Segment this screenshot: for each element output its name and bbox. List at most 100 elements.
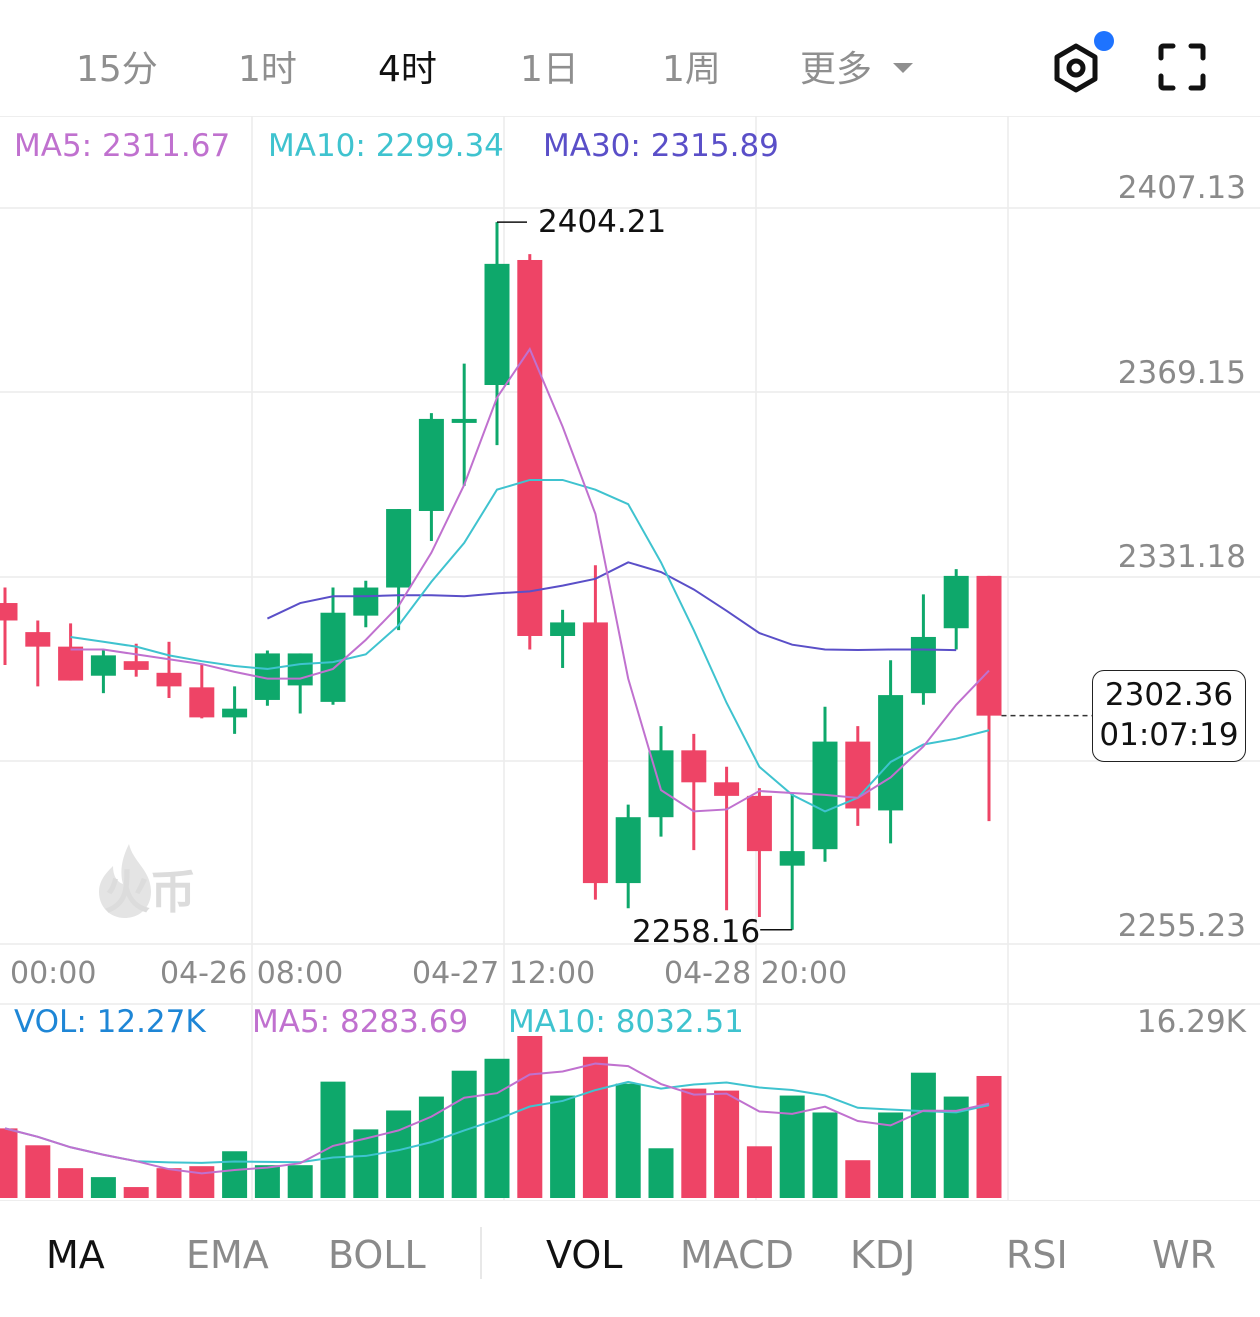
volume-bar — [615, 1083, 641, 1198]
candle-body — [222, 708, 248, 718]
candle-body — [25, 632, 51, 647]
volume-bar — [812, 1112, 838, 1198]
tab-kdj[interactable]: KDJ — [850, 1233, 916, 1277]
ma10-legend: MA10: 2299.34 — [268, 128, 504, 164]
timeframe-1w-tab[interactable]: 1周 — [662, 49, 721, 90]
volume-bar — [976, 1075, 1002, 1198]
volume-bar — [58, 1168, 84, 1198]
candle-body — [517, 259, 543, 636]
candle-body — [320, 612, 346, 702]
current-price: 2302.36 — [1104, 677, 1234, 713]
candle-body — [0, 603, 18, 621]
volume-bar — [648, 1148, 674, 1198]
volume-bar — [845, 1160, 871, 1198]
price-axis-label: 2255.23 — [1117, 908, 1246, 944]
time-axis-label: 00:00 — [10, 956, 97, 991]
price-axis-label: 2407.13 — [1117, 170, 1246, 206]
volume-bar — [681, 1088, 707, 1198]
candle-body — [123, 661, 149, 670]
time-axis-label: 04-28 20:00 — [664, 956, 848, 991]
candle-body — [90, 655, 116, 676]
current-price-box: 2302.36 01:07:19 — [1092, 670, 1246, 762]
candle-body — [746, 795, 772, 852]
timeframe-bar: 15分 1时 4时 1日 1周 更多 — [0, 0, 1260, 117]
timeframe-4h-tab[interactable]: 4时 — [378, 49, 437, 90]
ma30-legend: MA30: 2315.89 — [543, 128, 779, 164]
fullscreen-icon[interactable] — [1157, 42, 1207, 92]
tab-wr[interactable]: WR — [1152, 1233, 1216, 1277]
volume-bar — [910, 1072, 936, 1198]
volume-bar — [943, 1096, 969, 1198]
time-axis-label: 04-27 12:00 — [412, 956, 596, 991]
volume-ma10-legend: MA10: 8032.51 — [508, 1004, 744, 1040]
tab-divider — [480, 1227, 482, 1279]
time-axis-label: 04-26 08:00 — [160, 956, 344, 991]
volume-bar — [714, 1090, 740, 1198]
candle-body — [779, 851, 805, 866]
candle-body — [189, 687, 215, 718]
candle-body — [156, 672, 182, 687]
candle-body — [943, 575, 969, 629]
timeframe-15m-tab[interactable]: 15分 — [76, 49, 158, 90]
volume-bar — [254, 1165, 280, 1198]
tab-ma[interactable]: MA — [46, 1233, 105, 1277]
candle-body — [714, 782, 740, 796]
candle-countdown: 01:07:19 — [1099, 717, 1239, 753]
volume-bar — [484, 1058, 510, 1198]
volume-bar — [878, 1112, 904, 1198]
candle-body — [681, 750, 707, 783]
volume-bar — [517, 1036, 543, 1198]
timeframe-1d-tab[interactable]: 1日 — [520, 49, 579, 90]
ma30-line — [266, 561, 957, 652]
volume-ma5-legend: MA5: 8283.69 — [252, 1004, 469, 1040]
candle-body — [287, 653, 313, 686]
kline-chart[interactable] — [0, 0, 1260, 1200]
candle-body — [582, 622, 608, 884]
candle-body — [353, 587, 379, 616]
volume-bar — [189, 1166, 215, 1198]
flame-logo-icon — [99, 844, 151, 918]
volume-bar — [90, 1177, 116, 1198]
volume-bar — [222, 1151, 248, 1198]
notification-dot — [1094, 31, 1114, 51]
timeframe-more-dropdown[interactable]: 更多 — [800, 49, 873, 90]
tab-ema[interactable]: EMA — [186, 1233, 269, 1277]
candle-body — [484, 263, 510, 385]
volume-bar — [320, 1081, 346, 1198]
timeframe-1h-tab[interactable]: 1时 — [238, 49, 297, 90]
ma5-legend: MA5: 2311.67 — [14, 128, 231, 164]
candle-body — [976, 575, 1002, 716]
tab-rsi[interactable]: RSI — [1006, 1233, 1068, 1277]
volume-legend: VOL: 12.27K — [14, 1004, 206, 1040]
volume-bar — [418, 1096, 444, 1198]
low-price-marker: 2258.16 — [632, 914, 761, 950]
volume-bar — [156, 1168, 182, 1198]
volume-ma5-line — [4, 1062, 990, 1175]
candle-body — [451, 418, 477, 423]
indicator-tab-bar: MA EMA BOLL VOL MACD KDJ RSI WR — [0, 1200, 1260, 1317]
volume-max-label: 16.29K — [1136, 1004, 1246, 1040]
volume-ma10-line — [4, 1080, 990, 1164]
tab-boll[interactable]: BOLL — [328, 1233, 426, 1277]
volume-bar — [0, 1128, 18, 1198]
price-axis-label: 2331.18 — [1117, 539, 1246, 575]
candle-body — [418, 418, 444, 511]
volume-bar — [25, 1145, 51, 1198]
volume-bar — [550, 1095, 576, 1198]
settings-hex-icon[interactable] — [1050, 42, 1102, 94]
volume-bar — [123, 1187, 149, 1198]
tab-vol[interactable]: VOL — [546, 1233, 623, 1277]
candle-body — [910, 636, 936, 694]
candle-body — [550, 622, 576, 636]
tab-macd[interactable]: MACD — [680, 1233, 794, 1277]
candle-body — [58, 646, 84, 681]
volume-bar — [386, 1110, 412, 1198]
candle-body — [386, 509, 412, 588]
volume-bar — [746, 1146, 772, 1198]
caret-down-icon[interactable] — [893, 63, 913, 73]
volume-bar — [582, 1056, 608, 1198]
price-axis-label: 2369.15 — [1117, 355, 1246, 391]
candle-body — [615, 817, 641, 884]
ma5-line — [70, 347, 990, 813]
watermark-text: 火币 — [104, 865, 196, 919]
